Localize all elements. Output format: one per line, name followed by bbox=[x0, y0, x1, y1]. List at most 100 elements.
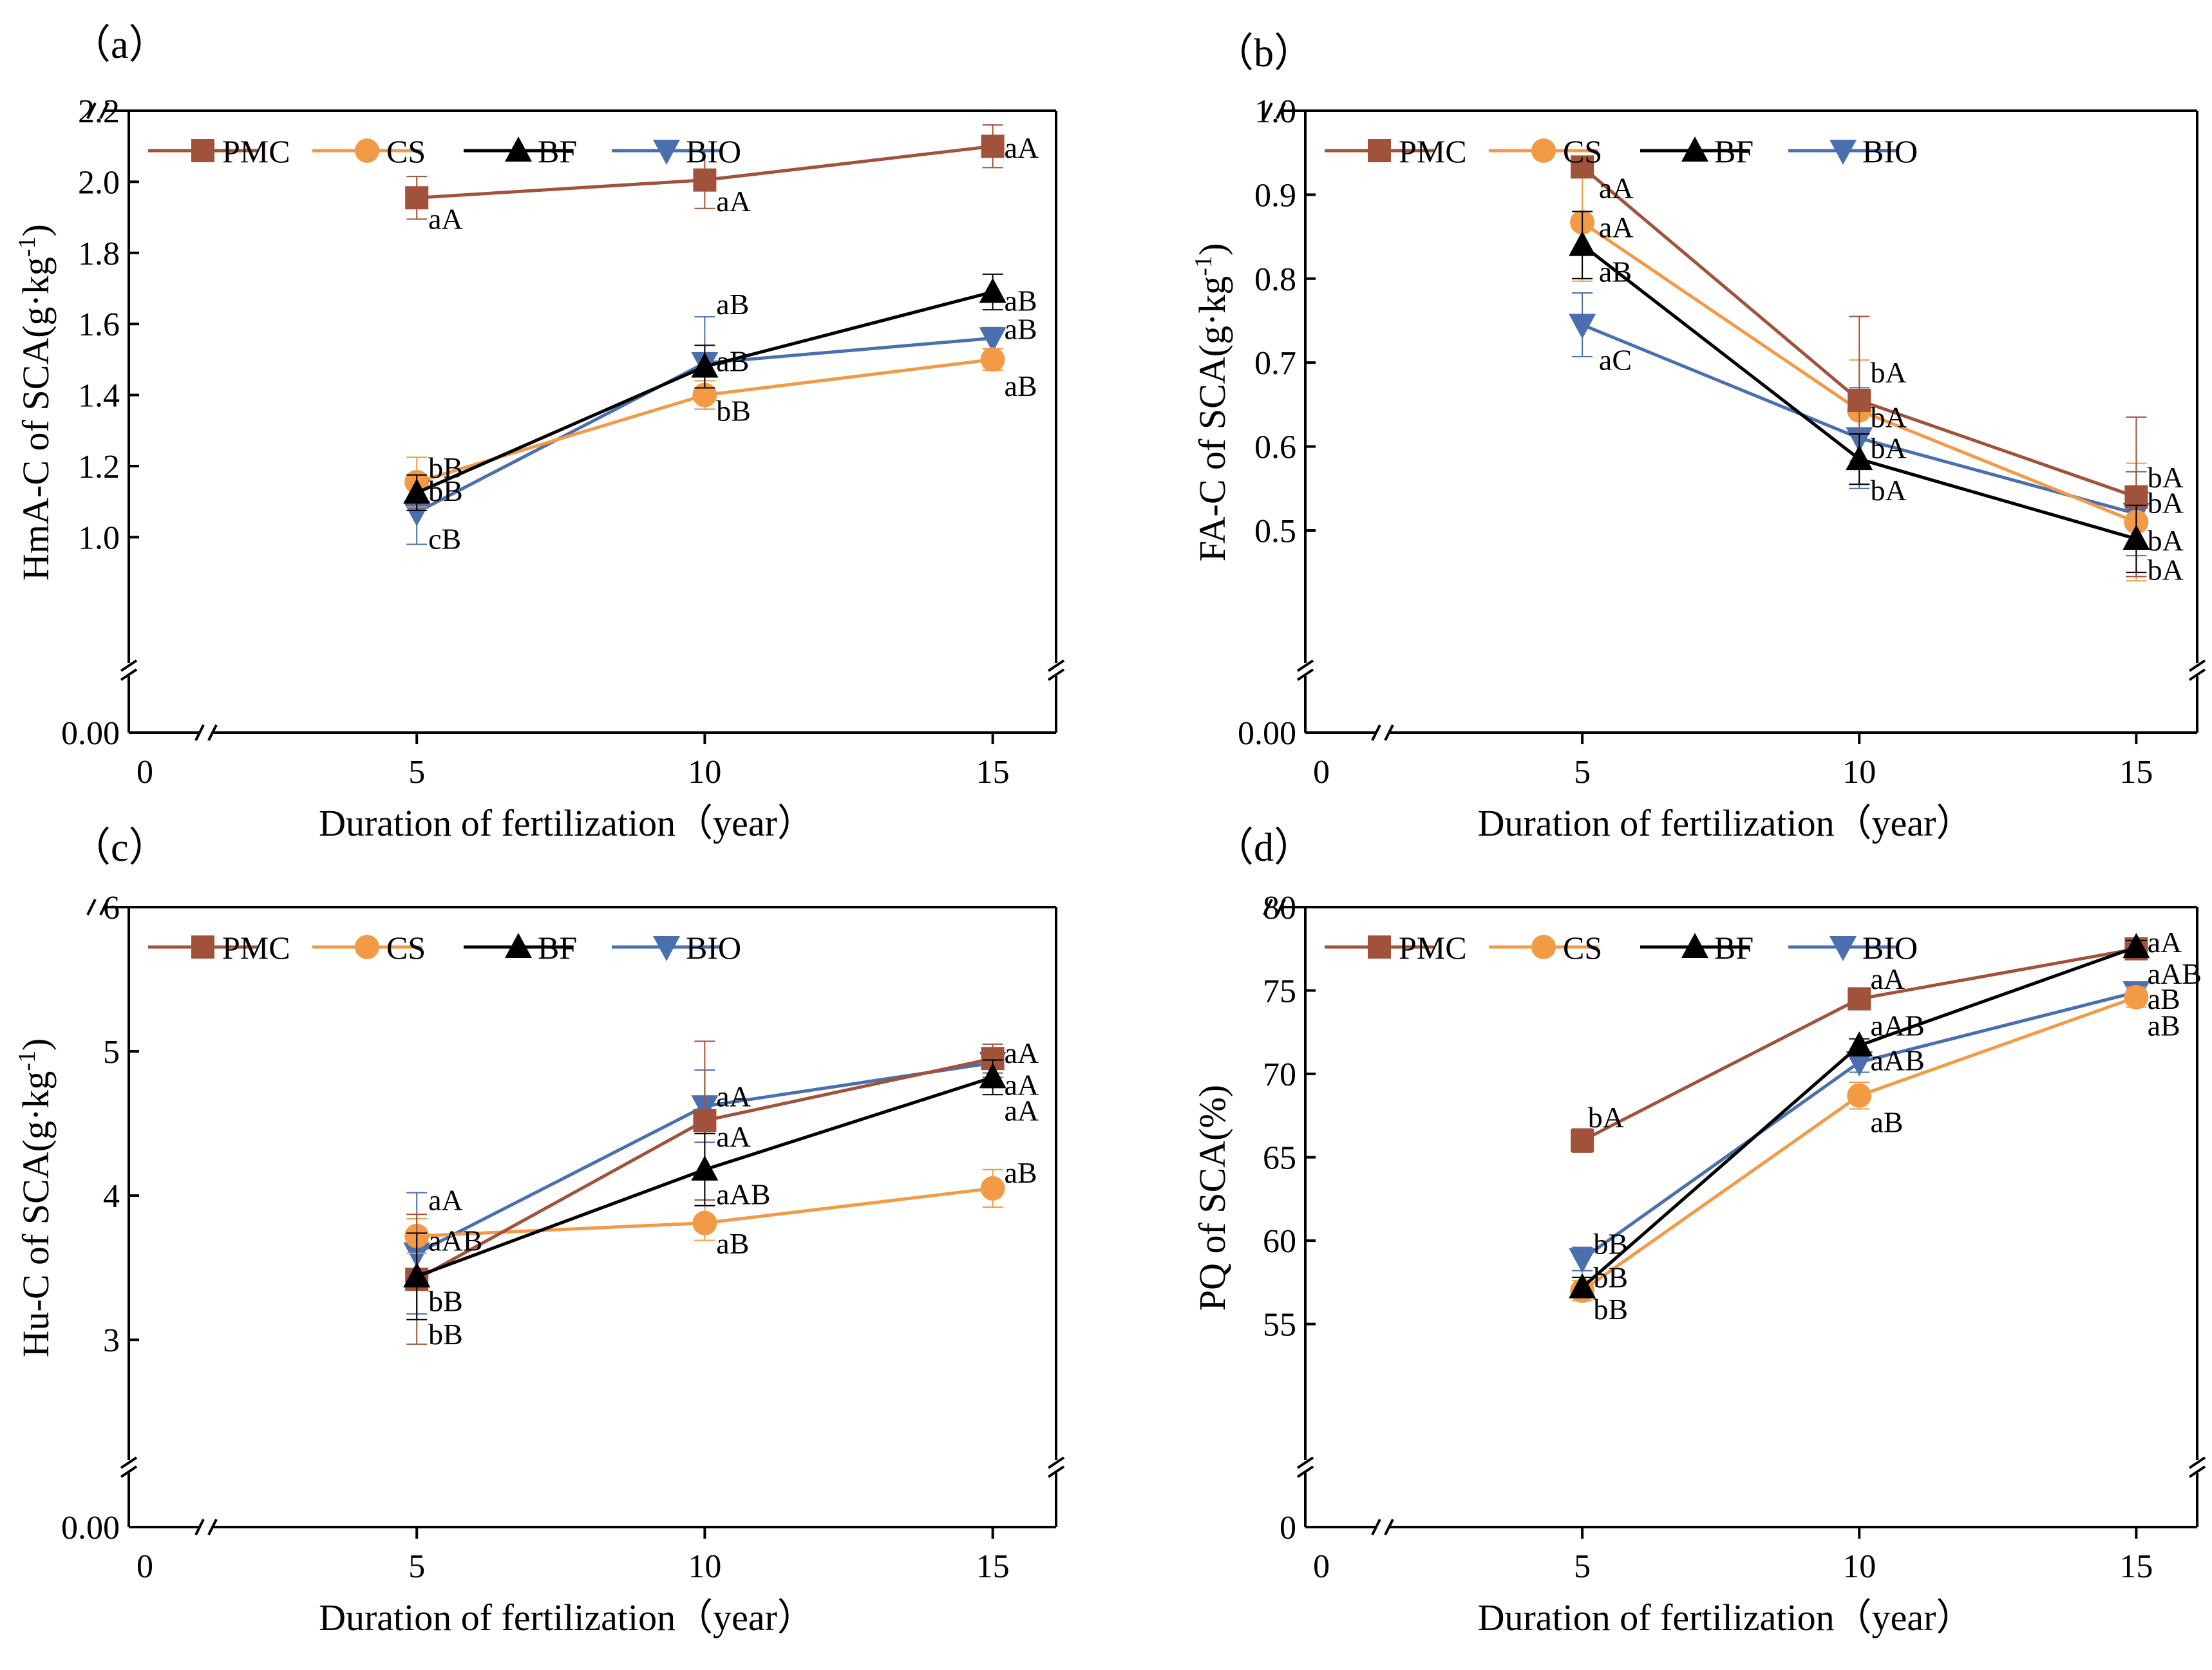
y-axis-title-sup: -1 bbox=[1190, 256, 1217, 276]
y-zero-label: 0 bbox=[1280, 1510, 1296, 1546]
series-bf bbox=[403, 273, 1007, 511]
data-point-bf bbox=[1569, 1273, 1596, 1299]
y-tick-label: 1.0 bbox=[1254, 93, 1296, 130]
y-tick-label: 2.2 bbox=[78, 93, 120, 130]
data-point-bf bbox=[2122, 933, 2150, 959]
x-tick-label: 5 bbox=[1574, 1548, 1591, 1585]
axis-break-slash bbox=[1296, 659, 1314, 672]
y-axis-title: FA-C of SCA(g·kg-1) bbox=[1190, 243, 1233, 562]
y-tick-label: 1.4 bbox=[78, 378, 120, 415]
legend-label-bf: BF bbox=[1714, 133, 1754, 169]
data-point-cs bbox=[692, 382, 717, 408]
significance-label: aA bbox=[1599, 171, 1634, 204]
series-pmc bbox=[405, 1040, 1005, 1345]
significance-label: bB bbox=[428, 1318, 463, 1351]
axis-break-slash bbox=[120, 1465, 138, 1478]
y-tick-label: 0.5 bbox=[1254, 513, 1296, 550]
y-tick-label: 60 bbox=[1263, 1223, 1296, 1260]
axis-break-slash bbox=[1384, 1519, 1394, 1535]
legend-label-bf: BF bbox=[538, 133, 577, 169]
data-point-pmc bbox=[693, 1109, 717, 1132]
significance-label: bA bbox=[1870, 400, 1906, 433]
legend-label-pmc: PMC bbox=[1399, 133, 1467, 169]
x-tick-label: 10 bbox=[688, 1548, 721, 1585]
significance-label: aAB bbox=[1870, 1009, 1924, 1042]
axis-break-slash bbox=[86, 899, 97, 915]
x-tick-label: 15 bbox=[2119, 1548, 2153, 1585]
legend-label-cs: CS bbox=[1563, 930, 1602, 966]
y-zero-label: 0.00 bbox=[61, 715, 120, 752]
y-tick-label: 1.8 bbox=[78, 236, 120, 272]
significance-label: aC bbox=[1599, 344, 1632, 377]
data-point-bf bbox=[2122, 525, 2150, 550]
significance-label: aA bbox=[1005, 1068, 1039, 1101]
data-point-bf bbox=[1569, 230, 1596, 256]
x-tick-label: 15 bbox=[976, 1548, 1010, 1585]
y-axis-break-right bbox=[1047, 1456, 1065, 1478]
legend-marker-pmc bbox=[1368, 139, 1391, 162]
panel-b: （b） 0.5 0.6 0.7 0.8 0.9 1.0 0.00 0 5 10 15 Duration … bbox=[1190, 32, 2206, 844]
data-point-bio bbox=[1569, 1248, 1596, 1273]
x-tick-label: 5 bbox=[1574, 754, 1591, 791]
axis-break-slash bbox=[2188, 659, 2206, 672]
axis-break-slash bbox=[120, 668, 138, 681]
axis-break-gap bbox=[1376, 727, 1389, 738]
x-axis-title: Duration of fertilization（year） bbox=[319, 1597, 815, 1638]
panel-a: （a） 1.0 1.2 1.4 1.6 1.8 2.0 2.2 0.00 0 5 10 15 Durati… bbox=[14, 23, 1065, 844]
significance-label: aAB bbox=[2148, 957, 2202, 990]
data-point-bf bbox=[403, 478, 431, 504]
series-pmc bbox=[1571, 155, 2148, 577]
legend-marker-bf bbox=[1681, 933, 1708, 958]
x-tick-label: 10 bbox=[1842, 1548, 1876, 1585]
y-tick-label: 6 bbox=[103, 890, 120, 926]
legend: PMC CS BF BIO bbox=[1325, 133, 1918, 169]
data-point-pmc bbox=[693, 168, 717, 192]
axis-break-slash bbox=[1263, 102, 1273, 119]
y-tick-label: 5 bbox=[103, 1034, 120, 1071]
panel-c: （c） 3 4 5 6 0.00 0 5 10 15 Duration of fertilizati… bbox=[14, 826, 1065, 1638]
x-axis-title: Duration of fertilization（year） bbox=[319, 802, 815, 844]
series-cs bbox=[404, 1168, 1005, 1254]
y-tick-label: 4 bbox=[103, 1178, 120, 1215]
legend-marker-pmc bbox=[1368, 935, 1391, 959]
x-tick-label: 0 bbox=[137, 1548, 153, 1585]
legend-label-cs: CS bbox=[386, 930, 426, 966]
significance-label: aA bbox=[716, 185, 751, 218]
y-tick-label: 80 bbox=[1263, 890, 1296, 926]
significance-label: bA bbox=[2148, 486, 2184, 519]
data-point-bf bbox=[403, 1262, 431, 1288]
legend-marker-bio bbox=[653, 936, 680, 961]
y-tick-label: 65 bbox=[1263, 1140, 1296, 1177]
y-zero-label: 0.00 bbox=[61, 1510, 120, 1546]
legend-label-bio: BIO bbox=[686, 133, 741, 169]
axis-break-slash bbox=[2188, 1465, 2206, 1478]
significance-label: aB bbox=[2148, 1009, 2180, 1042]
legend-label-pmc: PMC bbox=[222, 930, 290, 966]
legend: PMC CS BF BIO bbox=[1325, 930, 1918, 966]
y-axis-title: PQ of SCA(%) bbox=[1191, 1085, 1233, 1311]
axis-break-slash bbox=[2188, 1456, 2206, 1469]
axis-break-slash bbox=[1371, 1519, 1381, 1535]
data-point-pmc bbox=[1848, 388, 1871, 412]
x-tick-label: 15 bbox=[2119, 754, 2153, 791]
axis-break-slash bbox=[1296, 1456, 1314, 1469]
significance-label: aAB bbox=[716, 1178, 770, 1211]
significance-label: aB bbox=[716, 1227, 749, 1260]
data-point-bio bbox=[1846, 1051, 1873, 1076]
significance-label: aB bbox=[1005, 1156, 1037, 1189]
significance-label: bA bbox=[1870, 474, 1906, 507]
y-axis-title-close: ) bbox=[15, 1038, 57, 1051]
data-point-bio bbox=[1569, 314, 1596, 339]
data-point-pmc bbox=[1848, 987, 1871, 1011]
significance-label: aB bbox=[716, 344, 749, 377]
significance-label: bA bbox=[2148, 524, 2184, 557]
data-point-bio bbox=[979, 327, 1007, 353]
y-axis-break-right bbox=[1047, 659, 1065, 681]
significance-label: cB bbox=[428, 522, 461, 555]
data-point-bf bbox=[691, 352, 719, 378]
significance-label: aB bbox=[2148, 982, 2180, 1015]
y-tick-label: 0.9 bbox=[1254, 177, 1296, 214]
significance-label: aA bbox=[428, 203, 463, 236]
x-axis-break-top bbox=[1263, 102, 1286, 119]
